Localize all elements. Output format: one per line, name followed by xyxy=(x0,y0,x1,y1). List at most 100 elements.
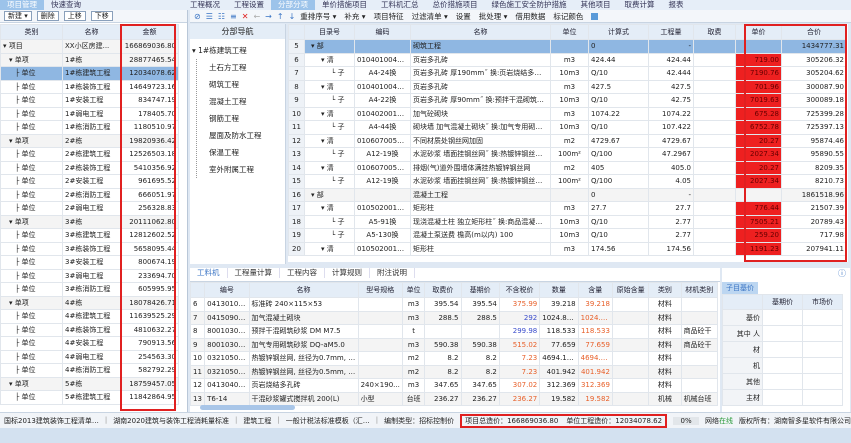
grid-col-5[interactable]: 计算式 xyxy=(588,24,649,40)
toolbar-item-0[interactable]: 重排序号 ▾ xyxy=(300,11,337,21)
detail-row[interactable]: 704150900002加气混凝土砌块m3288.5288.52921024.8… xyxy=(189,310,719,325)
grid-col-6[interactable]: 工程量 xyxy=(648,24,694,40)
grid-row[interactable]: 5 ▾ 部 砌筑工程 0- 1434777.31 xyxy=(288,39,847,54)
toolbar-item-3[interactable]: 过滤清单 ▾ xyxy=(411,11,448,21)
move-down-button[interactable]: 下移 xyxy=(90,11,113,21)
nav-item[interactable]: 室外附属工程 xyxy=(209,165,254,174)
toolbar-item-5[interactable]: 批处理 ▾ xyxy=(478,11,508,21)
tab-main-9[interactable]: 报表 xyxy=(668,0,684,9)
tree-row[interactable]: ├ 单位 4#安装工程 790913.56 xyxy=(0,336,179,351)
indent-icon[interactable]: ☰ xyxy=(205,11,213,21)
nav-item[interactable]: 土石方工程 xyxy=(209,63,247,72)
detail-tab-3[interactable]: 计算规则 xyxy=(325,268,370,278)
tree-row[interactable]: ├ 单位 4#栋建筑工程 11639525.29 xyxy=(0,309,179,324)
grid-row[interactable]: 17 ▾ 清 010502001001 矩形柱 m3 27.7 27.7 776.44 2150… xyxy=(288,201,847,216)
toolbar-item-2[interactable]: 项目特征 xyxy=(373,11,404,21)
delete-icon[interactable]: ✕ xyxy=(241,11,249,21)
toolbar-item-4[interactable]: 设置 xyxy=(455,11,471,21)
nav-item[interactable]: 屋面及防水工程 xyxy=(209,131,262,140)
nav-item[interactable]: 钢筋工程 xyxy=(209,114,239,123)
tree-row[interactable]: ├ 单位 1#安装工程 834747.19 xyxy=(0,93,179,108)
tab-main-8[interactable]: 取费计算 xyxy=(624,0,655,9)
grid-row[interactable]: 16 ▾ 部 混凝土工程 0- 1861518.96 xyxy=(288,187,847,202)
detail-col-0[interactable] xyxy=(189,282,206,298)
horizontal-scrollbar[interactable] xyxy=(200,405,295,410)
tree-row[interactable]: ▾ 单项 5#栋 18759457.05 xyxy=(0,376,179,391)
list-icon[interactable]: ≡ xyxy=(230,11,237,21)
tree-row[interactable]: ├ 单位 2#弱电工程 256328.83 xyxy=(0,201,179,216)
nav-item[interactable]: 混凝土工程 xyxy=(209,97,247,106)
tree-row[interactable]: ├ 单位 3#弱电工程 233694.70 xyxy=(0,268,179,283)
tab-quick-query[interactable]: 快速查询 xyxy=(51,0,81,9)
tab-main-0[interactable]: 工程概况 xyxy=(190,0,220,9)
tree-row[interactable]: ├ 单位 5#栋建筑工程 11842864.95 xyxy=(0,390,179,405)
grid-col-0[interactable] xyxy=(288,24,305,40)
grid-row[interactable]: 10 ▾ 清 010402001001 加气砼砌块 m3 1074.22 1074.22 67… xyxy=(288,106,847,121)
tab-main-6[interactable]: 绿色施工安全防护措施 xyxy=(491,0,567,9)
grid-row[interactable]: 11 └ 子 A4-44换 砌块墙 加气混凝土砌块˝ 换:加气专用砌筑砂... 10m3… xyxy=(288,120,847,135)
grid-col-4[interactable]: 单位 xyxy=(550,24,589,40)
grid-col-9[interactable]: 合价 xyxy=(781,24,847,40)
tree-row[interactable]: ▾ 单项 4#栋 18078426.71 xyxy=(0,295,179,310)
tab-main-3[interactable]: 单价措施项目 xyxy=(322,0,367,9)
detail-row[interactable]: 1204130400002页岩烧结多孔砖240×190...m3347.6534… xyxy=(189,378,719,393)
tab-base-price[interactable]: 子目基价 xyxy=(722,282,758,294)
grid-row[interactable]: 12 ▾ 清 010607005001 不同材质处钢丝网加固 m2 4729.67 4729… xyxy=(288,133,847,148)
arrow-up-icon[interactable]: ↑ xyxy=(276,11,284,21)
grid-col-7[interactable]: 取费 xyxy=(693,24,736,40)
detail-tab-0[interactable]: 工料机 xyxy=(190,268,228,278)
grid-col-2[interactable]: 编码 xyxy=(354,24,411,40)
toolbar-item-7[interactable]: 标记颜色 xyxy=(553,11,584,21)
tree-row[interactable]: ├ 单位 2#栋装饰工程 5410356.92 xyxy=(0,160,179,175)
delete-button[interactable]: 删除 xyxy=(36,11,59,21)
grid-col-1[interactable]: 目录号 xyxy=(304,24,355,40)
detail-tab-1[interactable]: 工程量计算 xyxy=(228,268,280,278)
detail-col-3[interactable]: 型号规格 xyxy=(357,282,403,298)
tab-main-4[interactable]: 工料机汇总 xyxy=(381,0,419,9)
tree-row[interactable]: ├ 单位 3#栋装饰工程 5658095.44 xyxy=(0,241,179,256)
arrow-right-icon[interactable]: → xyxy=(265,11,272,21)
detail-col-5[interactable]: 取费价 xyxy=(424,282,462,298)
tree-row[interactable]: ▾ 项目 XX小区房建... 166869036.80 xyxy=(0,39,179,54)
grid-row[interactable]: 19 └ 子 A5-130换 混凝土泵送费 檐高(m以内) 100 10m3 Q/10 2.… xyxy=(288,228,847,243)
arrow-down-icon[interactable]: ↓ xyxy=(288,11,296,21)
nav-item[interactable]: 保温工程 xyxy=(209,148,239,157)
col-type[interactable]: 类别 xyxy=(0,24,63,40)
tree-row[interactable]: ├ 单位 3#栋消防工程 605995.95 xyxy=(0,282,179,297)
detail-row[interactable]: 1003210500023热镀锌钢丝网, 丝径为0.7mm, 孔...m28.2… xyxy=(189,351,719,366)
grid-col-3[interactable]: 名称 xyxy=(410,24,551,40)
tree-row[interactable]: ├ 单位 2#栋消防工程 666051.97 xyxy=(0,187,179,202)
expand-icon[interactable]: ☷ xyxy=(217,11,226,21)
tree-row[interactable]: ▾ 单项 1#栋 28877465.54 xyxy=(0,52,179,67)
grid-row[interactable]: 14 ▾ 清 010607005002 排烟(气)道外围墙体满挂热镀锌钢丝网 m2 405… xyxy=(288,160,847,175)
detail-row[interactable]: 880010300005预拌干混砌筑砂浆 DM M7.5t299.98118.5… xyxy=(189,324,719,339)
tree-row[interactable]: ├ 单位 2#栋建筑工程 12526503.18 xyxy=(0,147,179,162)
nav-item[interactable]: 砌筑工程 xyxy=(209,80,239,89)
link-icon[interactable]: ⊘ xyxy=(194,11,201,21)
detail-row[interactable]: 13 T6-14 干混砂浆罐式搅拌机 200(L) 小型 台班 236.27 236.27 2… xyxy=(189,391,719,406)
new-button[interactable]: 新建 ▾ xyxy=(4,11,32,21)
grid-row[interactable]: 13 └ 子 A12-19换 水泥砂浆 墙面挂钢丝网˝ 换:热镀锌钢丝网, ... 10… xyxy=(288,147,847,162)
help-icon[interactable]: ⓘ xyxy=(838,269,846,278)
tab-main-5[interactable]: 总价措施项目 xyxy=(432,0,478,9)
grid-row[interactable]: 6 ▾ 清 010401004001 页岩多孔砖 m3 424.44 424.44 719.0… xyxy=(288,52,847,67)
tree-row[interactable]: ├ 单位 1#弱电工程 178405.70 xyxy=(0,106,179,121)
grid-col-8[interactable]: 单价 xyxy=(735,24,782,40)
tree-row[interactable]: ├ 单位 1#栋装饰工程 14649723.16 xyxy=(0,79,179,94)
grid-row[interactable]: 20 ▾ 清 010502001002 矩形柱 m3 174.56 174.56 1191.2… xyxy=(288,241,847,256)
detail-col-11[interactable]: 类别 xyxy=(648,282,682,298)
tree-row[interactable]: ├ 单位 1#栋消防工程 1180510.97 xyxy=(0,120,179,135)
toolbar-item-1[interactable]: 补充 ▾ xyxy=(344,11,366,21)
tree-row[interactable]: ├ 单位 4#栋消防工程 582792.29 xyxy=(0,363,179,378)
detail-col-8[interactable]: 数量 xyxy=(539,282,579,298)
detail-row[interactable]: 980010300002加气专用砌筑砂浆 DQ-aM5.0m3590.38590… xyxy=(189,337,719,352)
tree-row[interactable]: ├ 单位 3#安装工程 800674.19 xyxy=(0,255,179,270)
tab-main-7[interactable]: 其他项目 xyxy=(580,0,611,9)
move-up-button[interactable]: 上移 xyxy=(63,11,86,21)
grid-row[interactable]: 15 └ 子 A12-19换 水泥砂浆 墙面挂钢丝网˝ 换:热镀锌钢丝网, ... 10… xyxy=(288,174,847,189)
tree-row[interactable]: ▾ 单项 2#栋 19820936.42 xyxy=(0,133,179,148)
detail-tab-4[interactable]: 附注说明 xyxy=(370,268,415,278)
toolbar-item-6[interactable]: 借用数据 xyxy=(515,11,546,21)
